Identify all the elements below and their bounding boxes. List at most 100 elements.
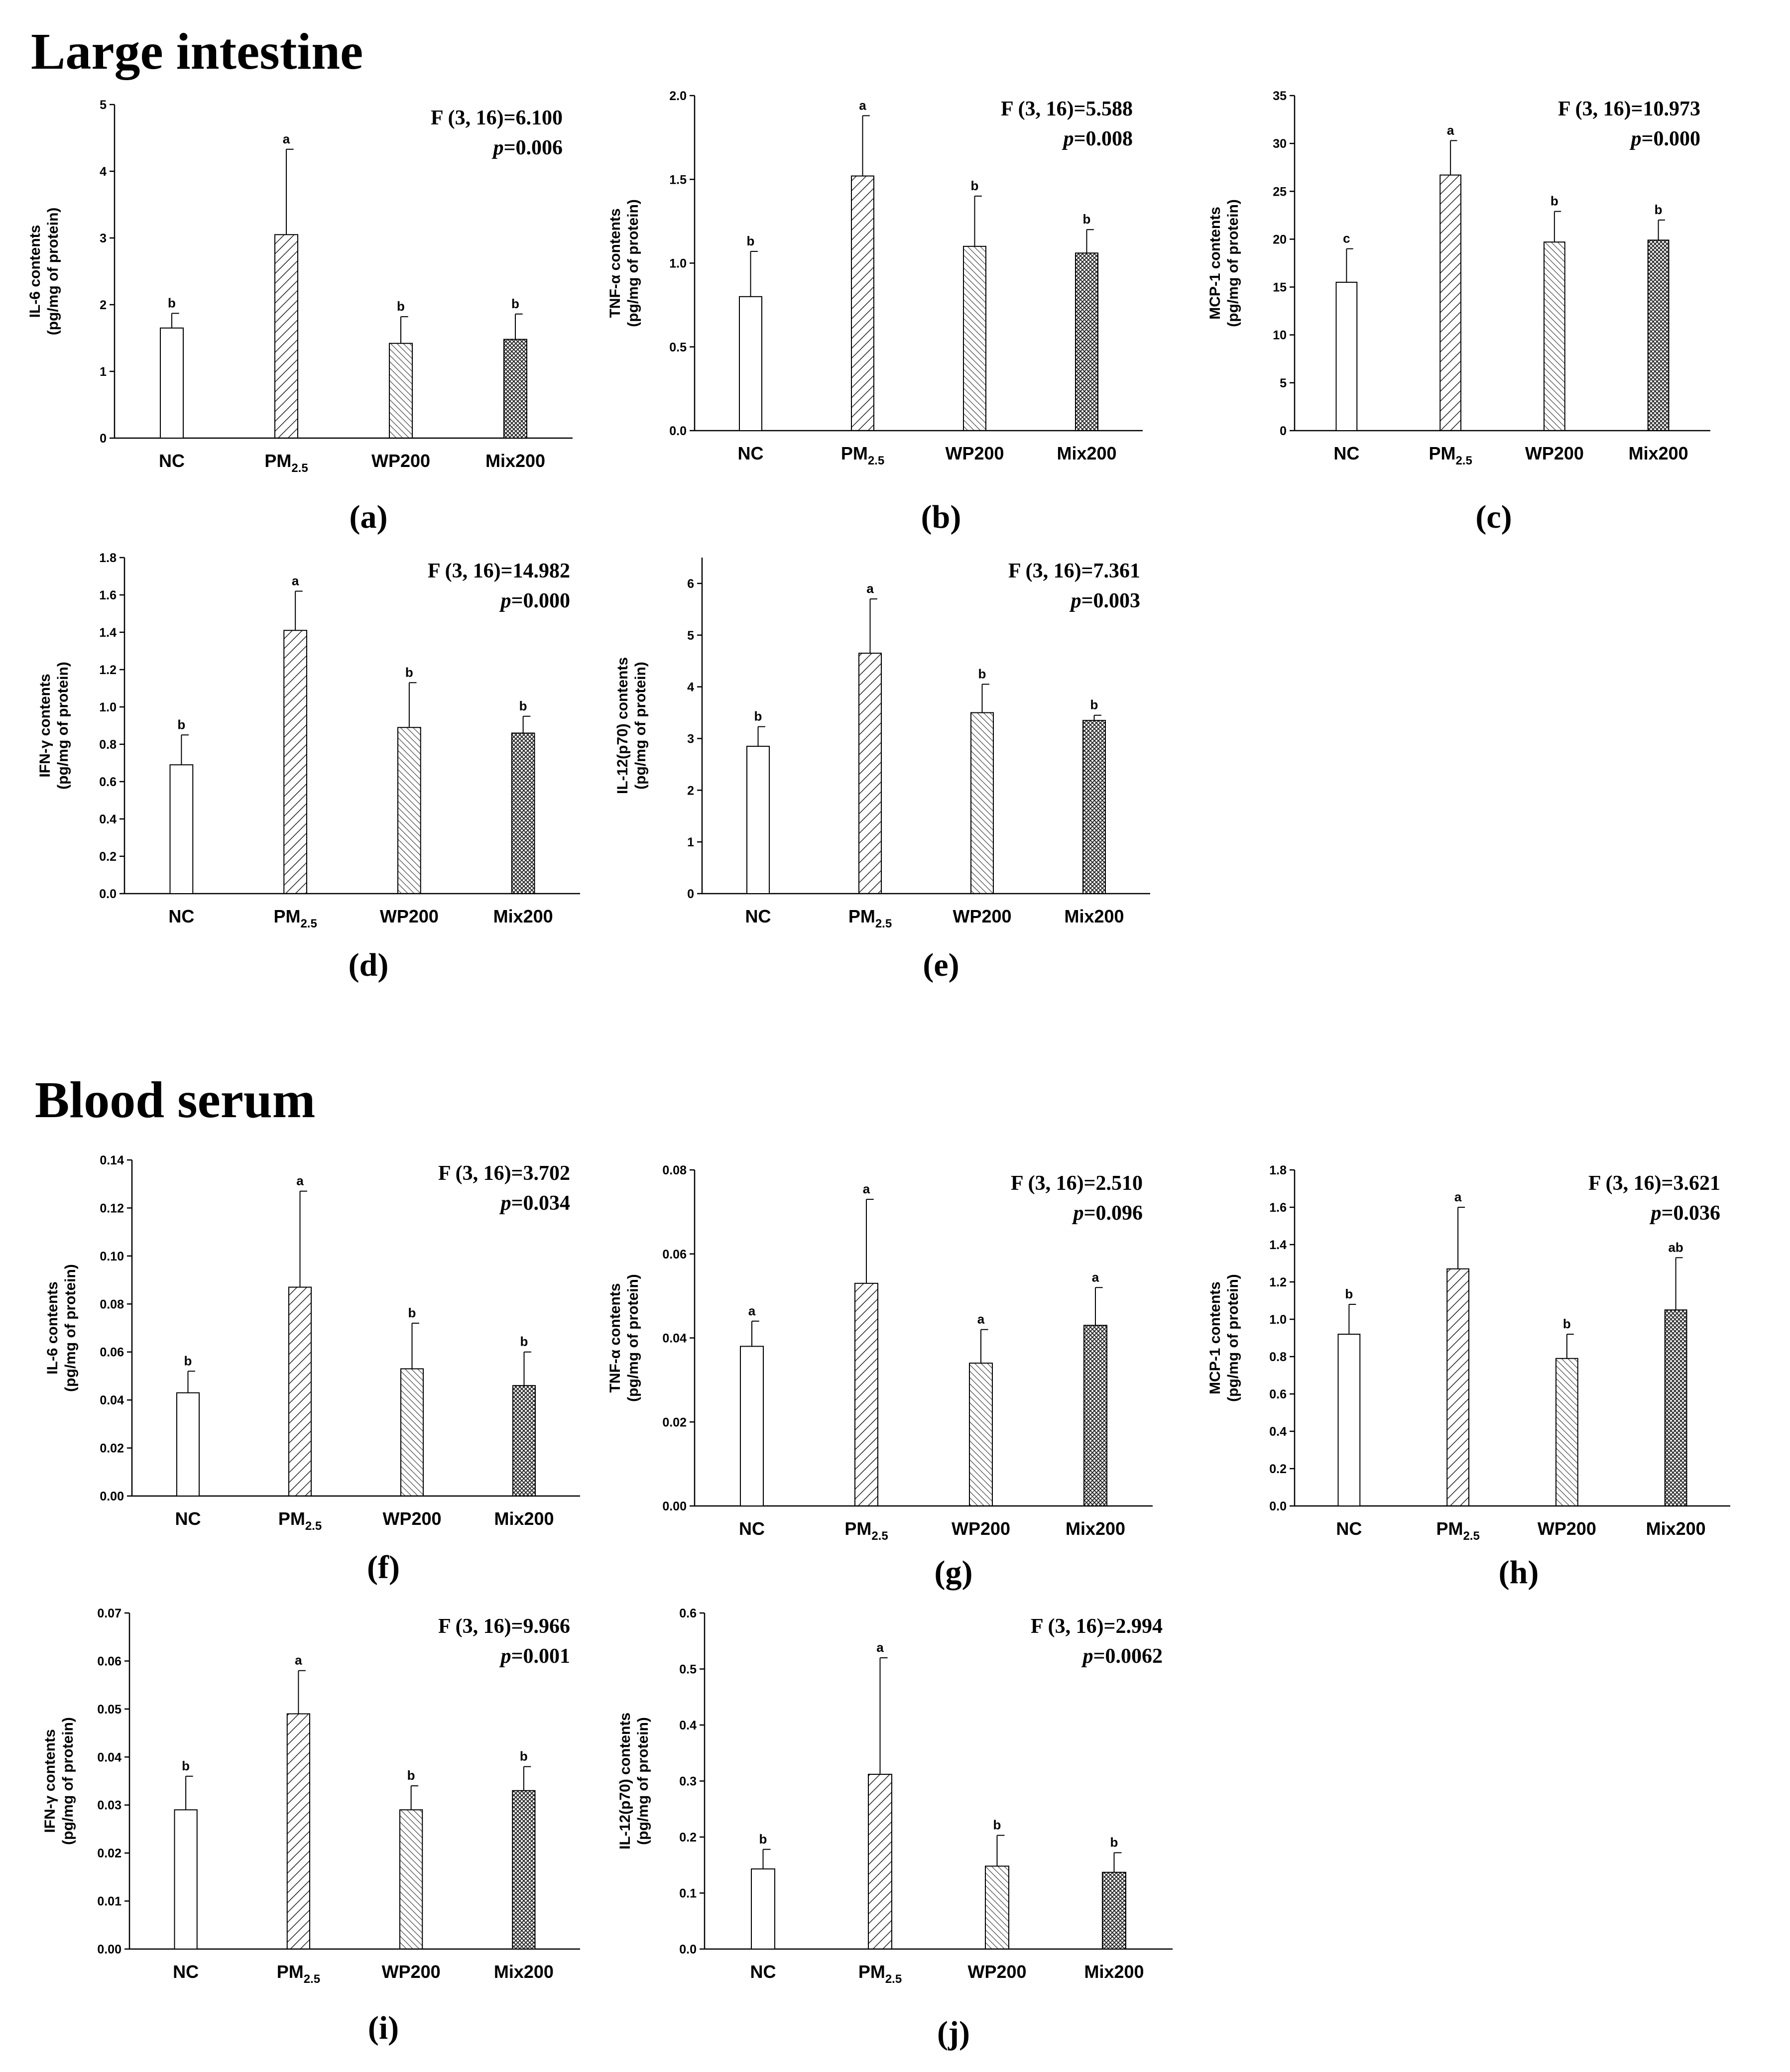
bar-wp200	[389, 343, 413, 439]
significance-letter: b	[184, 1353, 192, 1368]
panel-label: (c)	[1475, 499, 1512, 535]
y-tick-label: 0.6	[1269, 1387, 1287, 1401]
x-category-label: NC	[745, 906, 771, 926]
significance-letter: b	[1551, 194, 1558, 209]
y-tick-label: 2.0	[669, 89, 687, 103]
y-tick-label: 0.03	[97, 1799, 121, 1813]
y-tick-label: 0.0	[1269, 1499, 1287, 1513]
y-tick-label: 5	[687, 629, 694, 643]
panel-label: (f)	[367, 1549, 400, 1586]
chart-li-0: 0 1 2 3 4 5 IL-6 contents (pg/mg of protein) b NC…	[27, 98, 573, 535]
y-axis-label: MCP-1 contents (pg/mg of protein)	[1207, 199, 1241, 327]
significance-letter: b	[168, 295, 176, 310]
y-tick-label: 5	[100, 98, 107, 112]
bar-pm	[1439, 174, 1461, 431]
anova-p-value: p=0.003	[1070, 589, 1140, 612]
significance-letter: b	[511, 296, 519, 311]
y-tick-label: 0.3	[679, 1775, 697, 1789]
x-category-label: PM2.5	[277, 1961, 320, 1986]
y-tick-label: 1.8	[1269, 1163, 1287, 1177]
significance-letter: b	[407, 1768, 415, 1783]
panel-label: (j)	[937, 2015, 970, 2051]
x-category-label: PM2.5	[858, 1961, 902, 1986]
x-category-label: PM2.5	[1436, 1518, 1479, 1543]
x-category-label: NC	[750, 1961, 776, 1982]
y-axis-label: IL-12(p70) contents (pg/mg of protein)	[617, 1713, 651, 1849]
x-category-label: NC	[159, 451, 185, 471]
bar-nc	[1335, 281, 1358, 431]
significance-letter: b	[978, 666, 986, 681]
bar-mix200	[511, 732, 535, 894]
y-tick-label: 0.04	[662, 1332, 687, 1346]
bar-wp200	[970, 712, 994, 894]
panel-label: (e)	[923, 947, 959, 983]
significance-letter: b	[405, 665, 413, 680]
y-axis-label: IFN-γ contents (pg/mg of protein)	[37, 662, 71, 790]
chart-li-2: 0 5 10 15 20 25 30 35 MCP-1 contents (pg/mg of pr…	[1207, 89, 1710, 535]
significance-letter: a	[296, 1173, 304, 1188]
panel-label: (h)	[1499, 1554, 1539, 1591]
y-axis-label: MCP-1 contents (pg/mg of protein)	[1207, 1274, 1241, 1402]
x-category-label: Mix200	[494, 1961, 554, 1982]
y-tick-label: 0.02	[100, 1442, 124, 1456]
y-tick-label: 1.4	[99, 626, 117, 640]
y-tick-label: 0.02	[97, 1846, 121, 1860]
significance-letter: a	[748, 1303, 756, 1318]
significance-letter: b	[993, 1818, 1001, 1833]
anova-f-statistic: F (3, 16)=3.702	[438, 1162, 570, 1185]
y-tick-label: 4	[100, 165, 107, 179]
significance-letter: a	[1447, 122, 1454, 137]
bar-pm	[868, 1774, 892, 1950]
chart-bs-8: 0.00 0.01 0.02 0.03 0.04 0.05 0.06 0.07 IFN-γ co…	[42, 1607, 580, 2046]
chart-bs-5: 0.00 0.02 0.04 0.06 0.08 0.10 0.12 0.14 IL-6 con…	[44, 1153, 580, 1586]
y-tick-label: 0.0	[99, 887, 117, 901]
x-category-label: WP200	[1525, 443, 1584, 463]
x-category-label: PM2.5	[841, 443, 884, 467]
significance-letter: b	[1083, 212, 1091, 227]
bar-mix200	[512, 1385, 536, 1497]
y-tick-label: 5	[1280, 376, 1287, 390]
bar-pm	[274, 234, 298, 439]
y-tick-label: 0	[1280, 424, 1287, 438]
significance-letter: b	[759, 1832, 767, 1846]
x-category-label: Mix200	[493, 906, 553, 926]
x-category-label: PM2.5	[848, 906, 892, 930]
bar-mix200	[1082, 720, 1106, 894]
y-tick-label: 1.0	[99, 700, 117, 714]
bar-mix200	[1083, 1325, 1107, 1506]
y-tick-label: 30	[1273, 137, 1287, 151]
y-tick-label: 0.14	[100, 1153, 124, 1167]
bar-pm	[283, 630, 307, 894]
anova-p-value: p=0.008	[1062, 127, 1133, 150]
bar-nc	[169, 764, 194, 894]
x-category-label: NC	[1336, 1518, 1362, 1539]
y-tick-label: 4	[687, 681, 694, 694]
y-tick-label: 3	[100, 231, 107, 245]
anova-p-value: p=0.036	[1650, 1202, 1720, 1225]
y-tick-label: 0.2	[679, 1831, 697, 1844]
bar-wp200	[397, 727, 421, 894]
y-axis-label: IL-6 contents (pg/mg of protein)	[44, 1264, 79, 1392]
anova-f-statistic: F (3, 16)=6.100	[431, 107, 563, 129]
anova-f-statistic: F (3, 16)=2.994	[1031, 1615, 1163, 1638]
anova-f-statistic: F (3, 16)=5.588	[1001, 98, 1133, 120]
y-tick-label: 0.06	[100, 1346, 124, 1360]
y-tick-label: 1.8	[99, 551, 117, 565]
y-tick-label: 0.5	[679, 1663, 697, 1677]
anova-f-statistic: F (3, 16)=7.361	[1008, 560, 1140, 582]
significance-letter: b	[520, 1749, 528, 1764]
x-category-label: WP200	[380, 906, 439, 926]
x-category-label: Mix200	[1084, 1961, 1144, 1982]
bar-wp200	[1544, 241, 1565, 431]
anova-f-statistic: F (3, 16)=14.982	[428, 560, 570, 582]
x-category-label: PM2.5	[264, 451, 308, 475]
y-tick-label: 0.2	[99, 850, 117, 864]
bar-pm	[1446, 1268, 1469, 1506]
x-category-label: Mix200	[1646, 1518, 1706, 1539]
chart-bs-9: 0.0 0.1 0.2 0.3 0.4 0.5 0.6 IL-12(p70) contents…	[617, 1607, 1173, 2051]
significance-letter: b	[971, 178, 979, 193]
y-tick-label: 0.4	[99, 812, 117, 826]
y-tick-label: 1	[100, 365, 107, 379]
y-tick-label: 0.1	[679, 1887, 697, 1901]
y-tick-label: 0.02	[662, 1415, 687, 1429]
